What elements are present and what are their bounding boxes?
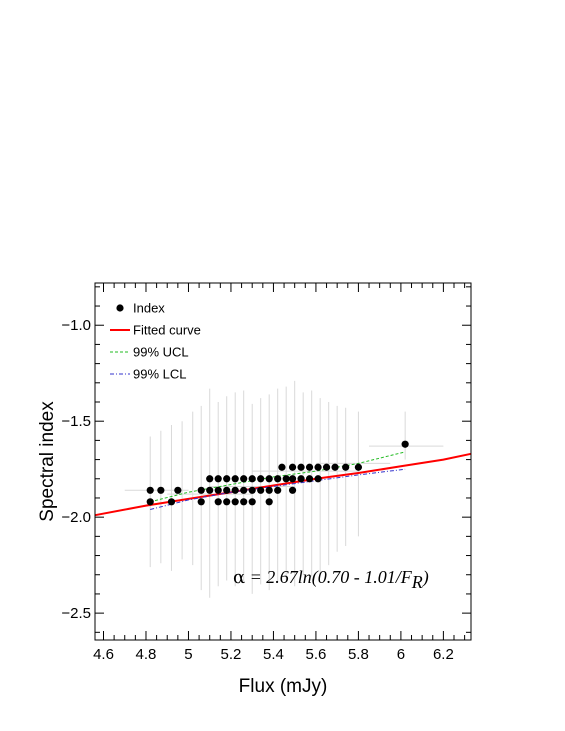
data-point [223,498,231,506]
data-point [305,463,314,471]
x-tick-label: 5.2 [221,646,242,663]
data-point [297,475,305,483]
data-point [146,498,154,506]
data-point [274,475,282,483]
legend-marker [116,304,124,312]
eq-subscript: R [411,572,423,592]
data-point [231,498,239,506]
data-point [297,463,305,471]
data-point [231,475,239,483]
legend-label: 99% UCL [133,345,189,360]
data-point [314,475,322,483]
data-point [248,486,256,494]
fit-equation: α = 2.67ln(0.70 - 1.01/FR) [233,567,429,592]
data-point [214,498,222,506]
fit-lines [94,451,472,517]
data-point [231,486,239,494]
legend: Index Fitted curve 99% UCL 99% LCL [110,301,201,382]
data-point [174,486,182,494]
eq-alpha: α [233,567,245,588]
data-point [257,486,265,494]
data-point [240,498,248,506]
y-axis-ticks: −1.0 −1.5 −2.0 −2.5 [61,286,471,633]
y-tick-label: −2.5 [61,605,91,622]
data-point [265,475,273,483]
data-point [288,463,297,471]
data-point [274,486,282,494]
data-point [214,475,222,483]
legend-label: Fitted curve [133,323,201,338]
legend-label: Index [133,301,165,316]
data-point [265,486,273,494]
data-point [167,498,176,506]
data-point [342,463,350,471]
data-point [288,486,297,494]
series-line-99-ucl [150,451,406,503]
data-point [157,486,165,494]
data-point [354,463,363,471]
data-point [206,475,214,483]
eq-close: ) [422,567,429,588]
eq-body: = 2.67ln(0.70 - 1.01/F [245,567,413,588]
x-tick-label: 5 [184,646,192,663]
y-tick-label: −1.0 [61,317,91,334]
data-point [146,486,154,494]
x-tick-label: 4.8 [136,646,157,663]
data-point [278,463,286,471]
x-axis-title: Flux (mJy) [239,676,328,697]
x-axis-ticks: 4.6 4.8 5 5.2 5.4 5.6 5.8 6 6.2 [93,283,466,663]
data-point [305,475,314,483]
y-tick-label: −1.5 [61,413,91,430]
data-point [223,486,231,494]
data-points [146,440,409,506]
data-point [314,463,322,471]
x-tick-label: 4.6 [93,646,114,663]
x-tick-label: 5.4 [263,646,284,663]
x-tick-label: 5.8 [348,646,369,663]
data-point [223,475,231,483]
data-point [240,475,248,483]
x-tick-label: 6 [397,646,405,663]
data-point [322,463,331,471]
data-point [197,498,205,506]
data-point [197,486,205,494]
series-line-99-lcl [150,468,406,510]
data-point [288,475,297,483]
data-point [214,486,222,494]
data-point [240,486,248,494]
data-point [401,440,409,448]
error-bars [124,380,444,598]
data-point [248,498,256,506]
x-tick-label: 6.2 [433,646,454,663]
data-point [265,498,273,506]
y-axis-title: Spectral index [37,401,58,522]
data-point [331,463,339,471]
plot-frame [94,282,472,641]
data-point [257,475,265,483]
data-point [248,475,256,483]
legend-label: 99% LCL [133,367,186,382]
y-tick-label: −2.0 [61,509,91,526]
data-point [206,486,214,494]
series-line-fitted-curve [94,452,472,517]
data-point [282,475,290,483]
x-tick-label: 5.6 [305,646,326,663]
